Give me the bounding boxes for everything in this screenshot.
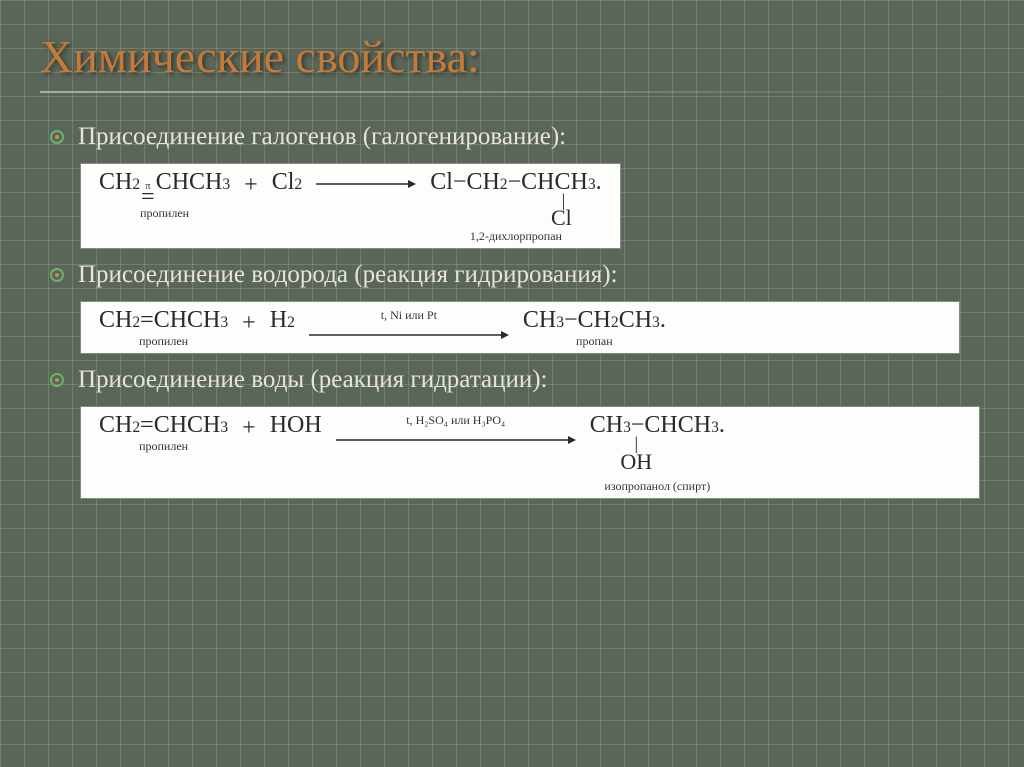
- page-title: Химические свойства:: [40, 30, 984, 83]
- bullet-hydrogenation: Присоединение водорода (реакция гидриров…: [40, 261, 984, 289]
- title-underline: [40, 91, 984, 93]
- reaction-hydrogenation: CH2=CHCH3 пропилен + H2 t, Ni или Pt CH3…: [80, 301, 960, 354]
- reaction-hydration: CH2=CHCH3 пропилен + HOH t, H₂SO₄ или H₃…: [80, 406, 980, 500]
- bullet-icon: [50, 373, 64, 387]
- bullet-icon: [50, 268, 64, 282]
- bullet-icon: [50, 130, 64, 144]
- bullet-hydration: Присоединение воды (реакция гидратации):: [40, 366, 984, 394]
- bullet-text: Присоединение воды (реакция гидратации):: [78, 366, 547, 394]
- bullet-halogenation: Присоединение галогенов (галогенирование…: [40, 123, 984, 151]
- reaction-halogenation: CH2 π = CHCH3 пропилен + Cl2 Cl− CH2−: [80, 163, 621, 249]
- bullet-text: Присоединение водорода (реакция гидриров…: [78, 261, 618, 289]
- bullet-text: Присоединение галогенов (галогенирование…: [78, 123, 566, 151]
